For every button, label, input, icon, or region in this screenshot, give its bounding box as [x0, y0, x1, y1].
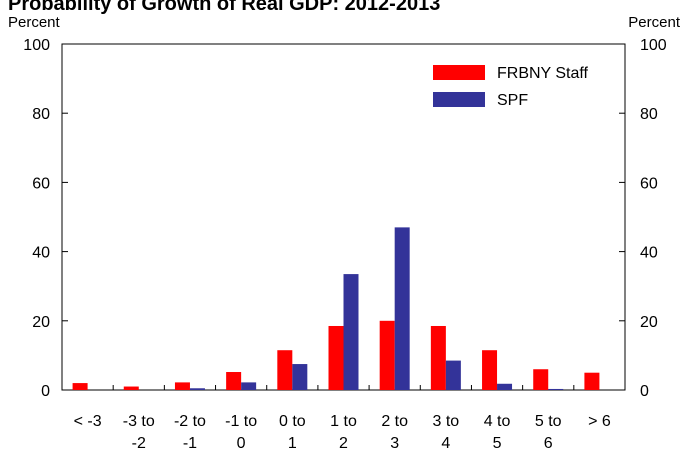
x-tick-label-line: 1	[288, 435, 297, 452]
y-tick-label: 0	[41, 383, 50, 400]
x-tick-label-line: 5	[493, 435, 502, 452]
y2-tick-label: 20	[640, 314, 658, 331]
x-tick-label-line: -3 to	[123, 413, 155, 430]
bar	[445, 360, 461, 390]
x-tick-label-line: 3 to	[433, 413, 460, 430]
bar	[277, 350, 293, 390]
x-tick-label-line: -2	[132, 435, 146, 452]
x-tick-label: -1 to 0	[225, 413, 257, 452]
x-tick-label: < -3	[74, 413, 102, 430]
x-tick-label: 0 to 1	[279, 413, 306, 452]
legend-swatch	[433, 65, 485, 80]
y2-tick-label: 100	[640, 37, 667, 54]
x-tick-label: -2 to -1	[174, 413, 206, 452]
bar	[430, 325, 446, 390]
x-tick-label-line: < -3	[74, 413, 102, 430]
bar	[482, 350, 498, 390]
x-tick-label: 4 to 5	[484, 413, 511, 452]
legend-swatch	[433, 92, 485, 107]
bar	[123, 386, 139, 390]
x-tick-label: > 6	[588, 413, 611, 430]
x-tick-label: -3 to -2	[123, 413, 155, 452]
y2-tick-label: 40	[640, 245, 658, 262]
x-tick-label-line: 3	[390, 435, 399, 452]
bar	[328, 325, 344, 390]
y-tick-label: 100	[23, 37, 50, 54]
y2-tick-label: 0	[640, 383, 649, 400]
bar	[174, 382, 190, 390]
x-tick-label-line: 4 to	[484, 413, 511, 430]
x-tick-label-line: -2 to	[174, 413, 206, 430]
y-tick-label: 80	[32, 106, 50, 123]
x-tick-label: 5 to 6	[535, 413, 562, 452]
bar	[72, 383, 88, 390]
x-tick-label-line: 4	[441, 435, 450, 452]
x-tick-label-line: 0	[237, 435, 246, 452]
x-tick-label-line: 2 to	[381, 413, 408, 430]
bar	[292, 364, 308, 390]
x-tick-label: 2 to 3	[381, 413, 408, 452]
y2-axis-label: Percent	[628, 14, 681, 31]
bar	[241, 382, 257, 390]
bar	[497, 383, 513, 390]
legend-label: SPF	[497, 92, 528, 109]
x-tick-label: 1 to 2	[330, 413, 357, 452]
bar	[343, 274, 359, 390]
x-tick-label-line: 0 to	[279, 413, 306, 430]
bar	[189, 388, 205, 390]
chart-title: Probability of Growth of Real GDP: 2012-…	[8, 0, 440, 15]
bar	[584, 372, 600, 390]
bar	[548, 388, 564, 390]
x-tick-label-line: 6	[544, 435, 553, 452]
y-tick-label: 20	[32, 314, 50, 331]
bar	[533, 369, 549, 390]
y-tick-label: 40	[32, 245, 50, 262]
y2-tick-label: 60	[640, 175, 658, 192]
x-tick-label-line: -1	[183, 435, 197, 452]
bar	[394, 227, 410, 390]
x-tick-label-line: 1 to	[330, 413, 357, 430]
y-tick-label: 60	[32, 175, 50, 192]
x-tick-label-line: 2	[339, 435, 348, 452]
bar	[226, 372, 242, 390]
x-tick-label-line: -1 to	[225, 413, 257, 430]
y-axis-label: Percent	[8, 14, 61, 31]
y2-tick-label: 80	[640, 106, 658, 123]
bar	[379, 320, 395, 390]
legend-label: FRBNY Staff	[497, 65, 589, 82]
x-tick-label: 3 to 4	[433, 413, 460, 452]
x-tick-label-line: 5 to	[535, 413, 562, 430]
x-tick-label-line: > 6	[588, 413, 611, 430]
